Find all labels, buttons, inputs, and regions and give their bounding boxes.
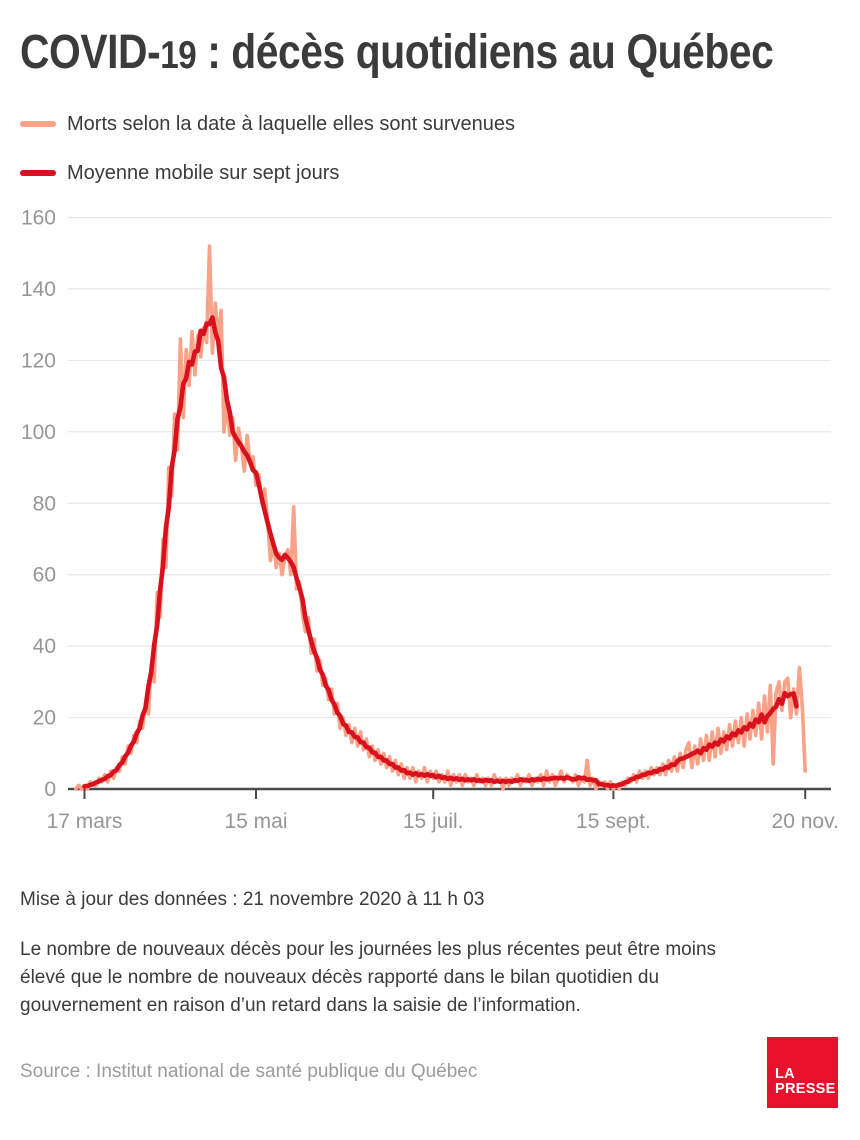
- y-axis-label: 40: [33, 635, 56, 658]
- daily-series-swatch-icon: [20, 121, 56, 127]
- chart-canvas: 0 20 40 60 80 100 120 140 160 17 mars 15 mai 15 jui…: [21, 207, 839, 834]
- legend-label-daily-deaths: Morts selon la date à laquelle elles son…: [67, 112, 516, 135]
- y-axis-label: 60: [33, 564, 56, 587]
- title-number: 19: [160, 34, 197, 77]
- y-axis-label: 20: [33, 707, 56, 730]
- y-axis-label: 120: [21, 349, 56, 372]
- legend-item-daily-deaths: Morts selon la date à laquelle elles son…: [20, 110, 515, 138]
- y-axis-label: 160: [21, 207, 56, 230]
- notice-line: Le nombre de nouveaux décès pour les jou…: [20, 939, 717, 960]
- x-axis-label: 17 mars: [47, 810, 123, 833]
- title-text: COVID-19 : décès quotidiens au Québec: [20, 26, 774, 79]
- x-axis-label: 15 mai: [224, 810, 287, 833]
- title-prefix: COVID-: [20, 26, 161, 79]
- y-axis-label: 0: [44, 778, 56, 801]
- x-axis-label: 15 sept.: [576, 810, 651, 833]
- notice-line: gouvernement en raison d’un retard dans …: [20, 995, 581, 1016]
- title-suffix: : décès quotidiens au Québec: [196, 26, 774, 79]
- y-axis-label: 140: [21, 278, 56, 301]
- source-credit: Source : Institut national de santé publ…: [20, 1061, 478, 1082]
- daily-deaths-line: [74, 244, 808, 791]
- moving-average-line: [82, 315, 799, 789]
- lapresse-logo: LA PRESSE: [767, 1037, 838, 1108]
- data-notice: Le nombre de nouveaux décès pour les jou…: [20, 936, 716, 1020]
- legend-item-moving-average: Moyenne mobile sur sept jours: [20, 159, 515, 187]
- chart-legend: Morts selon la date à laquelle elles son…: [20, 110, 515, 208]
- page-title: COVID-19 : décès quotidiens au Québec: [20, 26, 860, 79]
- logo-line-la: LA: [775, 1066, 795, 1083]
- update-timestamp: Mise à jour des données : 21 novembre 20…: [20, 889, 485, 910]
- logo-line-presse: PRESSE: [775, 1081, 836, 1098]
- x-axis-label: 15 juil.: [403, 810, 464, 833]
- y-axis-label: 100: [21, 421, 56, 444]
- y-axis-label: 80: [33, 492, 56, 515]
- x-axis-label: 20 nov.: [772, 810, 839, 833]
- average-series-swatch-icon: [20, 170, 56, 176]
- notice-line: élevé que le nombre de nouveaux décès ra…: [20, 967, 660, 988]
- legend-label-moving-average: Moyenne mobile sur sept jours: [67, 161, 340, 184]
